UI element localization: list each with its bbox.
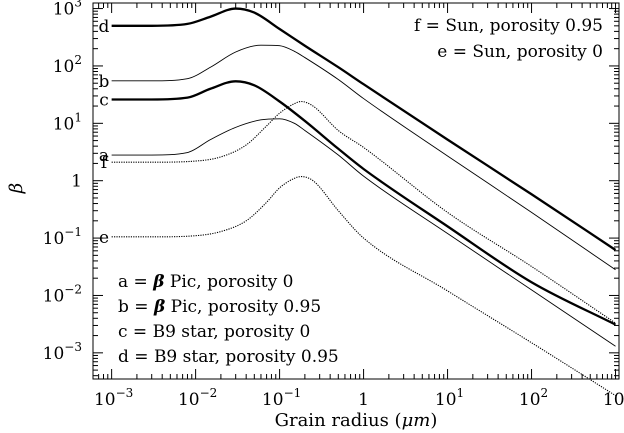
legend-bottom-left: a = β Pic, porosity 0 b = β Pic, porosity… — [118, 272, 339, 367]
legend-entry-a: a = β Pic, porosity 0 — [118, 272, 293, 292]
x-tick-label: 1 — [358, 390, 369, 410]
y-tick-label: 102 — [53, 53, 82, 77]
series-line-e — [111, 176, 616, 397]
y-tick-label: 1 — [71, 172, 82, 192]
series-line-b — [111, 44, 616, 271]
series-layer — [111, 7, 617, 397]
legend-entry-e: e = Sun, porosity 0 — [437, 42, 603, 62]
legend-entry-c: c = B9 star, porosity 0 — [118, 322, 310, 342]
curve-labels: d bc af e — [99, 17, 110, 248]
plot-frame — [92, 2, 620, 380]
x-axis-title: Grain radius (μm) — [275, 410, 438, 431]
x-tick-labels: 10−3 10−2 10−1 1 101 102 103 — [94, 386, 624, 410]
legend-top-right: f = Sun, porosity 0.95 e = Sun, porosity … — [414, 16, 603, 62]
y-tick-label: 10−2 — [43, 282, 82, 306]
legend-entry-f: f = Sun, porosity 0.95 — [414, 16, 603, 36]
curve-label-f: f — [101, 153, 109, 173]
x-tick-label: 102 — [519, 386, 548, 410]
y-tick-label: 10−1 — [43, 225, 82, 249]
x-tick-label: 10−2 — [178, 386, 217, 410]
series-line-c — [111, 80, 617, 326]
series-line-f — [111, 100, 616, 324]
x-tick-label: 10−1 — [262, 386, 301, 410]
curve-label-b: b — [99, 72, 110, 92]
curve-label-d: d — [99, 17, 110, 37]
x-tick-label: 101 — [435, 386, 464, 410]
legend-entry-b: b = β Pic, porosity 0.95 — [118, 297, 321, 317]
y-tick-labels: 10−3 10−2 10−1 1 101 102 103 — [43, 0, 82, 364]
legend-entry-d: d = B9 star, porosity 0.95 — [118, 347, 339, 367]
series-line-d — [111, 7, 617, 251]
axis-ticks — [92, 3, 619, 379]
y-tick-label: 103 — [53, 0, 82, 20]
y-tick-label: 10−3 — [43, 340, 82, 364]
curve-label-c: c — [99, 91, 109, 111]
series-line-a — [111, 118, 616, 347]
x-tick-label: 103 — [603, 386, 624, 410]
y-axis-title: β — [6, 183, 27, 194]
curve-label-e: e — [99, 228, 109, 248]
y-tick-label: 101 — [53, 110, 82, 134]
curve-label-a: a — [99, 146, 109, 166]
x-tick-label: 10−3 — [94, 386, 133, 410]
